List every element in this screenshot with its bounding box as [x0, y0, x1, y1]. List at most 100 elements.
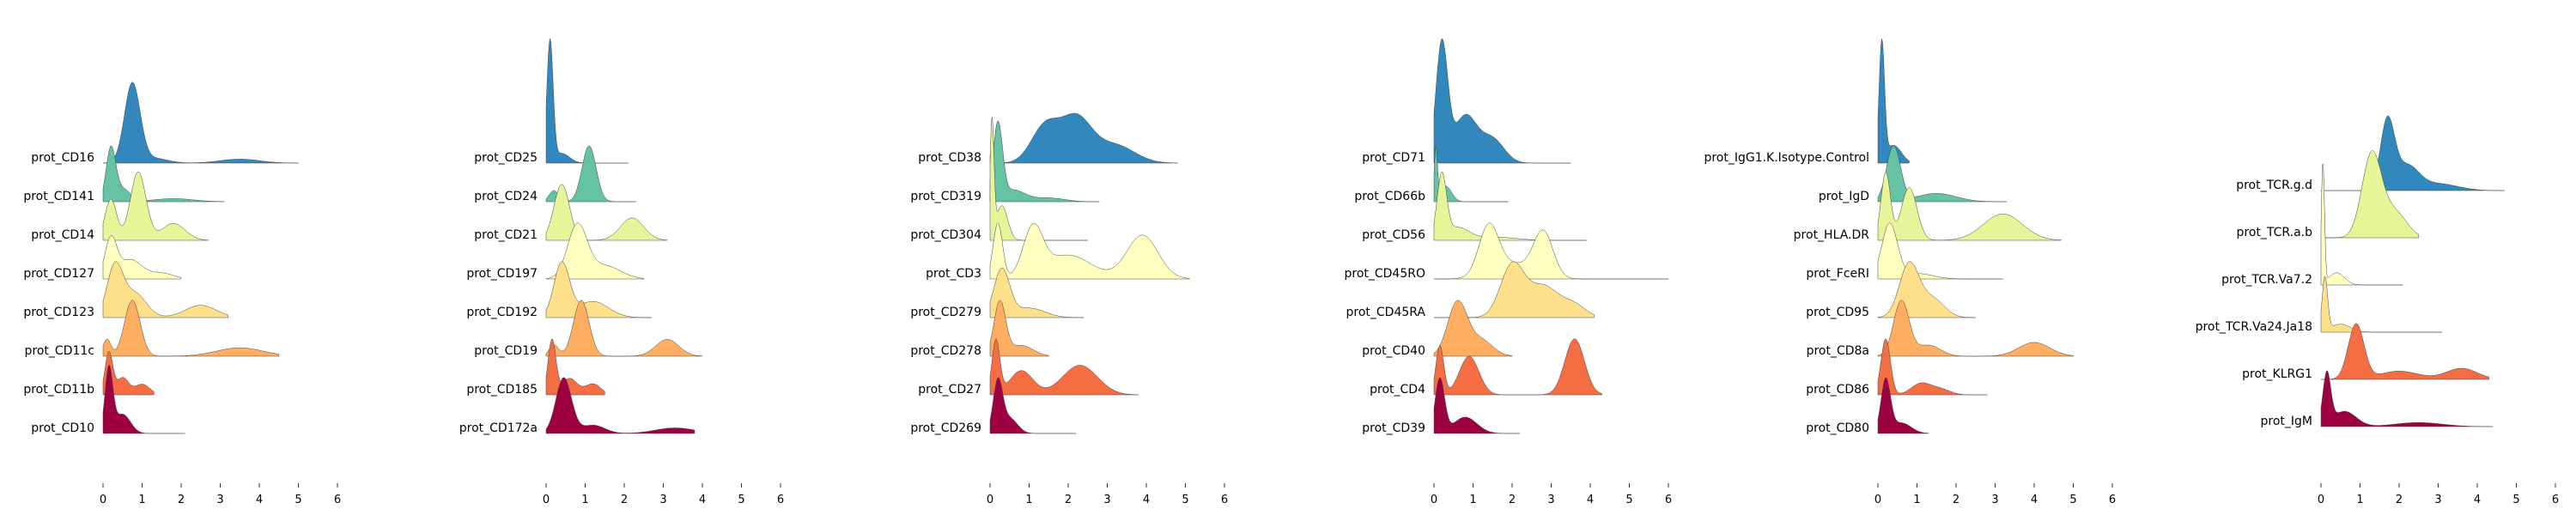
x-tick-label: 0 [1431, 494, 1437, 506]
ridge-prot-cd10 [102, 364, 185, 434]
x-tick-label: 1 [138, 494, 145, 506]
ridge-prot-tcr-a-b [2321, 150, 2420, 239]
ridge-prot-cd80 [1877, 377, 1929, 434]
ridge-label: prot_CD172a [459, 421, 538, 435]
x-tick-label: 3 [2434, 494, 2441, 506]
ridge-prot-cd19 [545, 300, 703, 357]
ridge-label: prot_CD278 [910, 344, 981, 358]
ridge-prot-igm [2320, 370, 2494, 427]
ridge-label: prot_CD11b [23, 383, 94, 397]
ridge-label: prot_CD3 [926, 267, 981, 281]
x-tick-label: 4 [699, 494, 706, 506]
x-tick-label: 1 [581, 494, 588, 506]
x-tick-label: 2 [1065, 494, 1072, 506]
x-tick-label: 2 [178, 494, 185, 506]
ridge-prot-igg1-k-isotype-control [1877, 38, 1910, 164]
x-tick-label: 5 [2512, 494, 2519, 506]
ridge-label: prot_TCR.g.d [2236, 179, 2312, 192]
x-tick-label: 6 [334, 494, 341, 506]
ridge-label: prot_CD45RA [1346, 306, 1426, 319]
ridgeline-panel-1: prot_CD16 prot_CD141 prot_CD14 prot_CD127pr… [23, 82, 341, 506]
ridge-label: prot_CD56 [1362, 228, 1425, 242]
x-tick-label: 0 [100, 494, 106, 506]
x-tick-label: 0 [987, 494, 993, 506]
ridge-prot-klrg1 [2321, 323, 2489, 380]
ridge-label: prot_CD19 [474, 344, 538, 358]
ridge-label: prot_CD24 [474, 190, 538, 203]
ridge-prot-cd14 [102, 172, 210, 241]
x-tick-label: 5 [1182, 494, 1188, 506]
ridge-label: prot_CD39 [1362, 421, 1425, 435]
ridge-prot-cd38 [989, 112, 1178, 164]
ridgeline-panel-6: prot_TCR.g.d prot_TCR.a.b prot_TCR.Va7.2pr… [2196, 115, 2559, 506]
x-tick-label: 6 [777, 494, 784, 506]
ridge-label: prot_CD123 [23, 306, 94, 319]
ridge-label: prot_CD4 [1370, 383, 1425, 397]
x-tick-label: 5 [295, 494, 301, 506]
ridge-prot-cd185 [545, 338, 605, 396]
ridge-label: prot_TCR.Va7.2 [2221, 273, 2312, 287]
x-tick-label: 1 [1913, 494, 1920, 506]
ridge-prot-cd56 [1433, 171, 1587, 241]
ridge-label: prot_FceRI [1806, 267, 1869, 281]
x-tick-label: 1 [1469, 494, 1476, 506]
ridge-label: prot_CD71 [1362, 151, 1425, 165]
ridge-prot-cd141 [102, 145, 225, 203]
ridge-prot-cd16 [102, 82, 299, 164]
ridge-label: prot_IgM [2261, 415, 2312, 428]
ridge-label: prot_CD25 [474, 151, 538, 165]
ridge-label: prot_IgG1.K.Isotype.Control [1704, 151, 1869, 165]
ridge-label: prot_IgD [1819, 190, 1869, 203]
x-tick-label: 2 [2396, 494, 2403, 506]
ridge-prot-cd11b [102, 350, 155, 396]
ridge-label: prot_CD14 [31, 228, 94, 242]
x-tick-label: 0 [1874, 494, 1881, 506]
ridge-label: prot_CD127 [23, 267, 94, 281]
x-tick-label: 0 [543, 494, 550, 506]
ridge-label: prot_CD197 [466, 267, 538, 281]
ridge-prot-cd127 [102, 235, 182, 280]
x-tick-label: 4 [1143, 494, 1150, 506]
ridge-prot-cd172a [545, 377, 696, 434]
ridge-label: prot_CD45RO [1344, 267, 1425, 281]
ridge-prot-tcr-va24-ja18 [2320, 276, 2443, 333]
ridgeline-panel-2: prot_CD25 prot_CD24 prot_CD21 prot_CD197pro… [459, 38, 784, 506]
ridge-label: prot_TCR.Va24.Ja18 [2196, 320, 2312, 334]
x-tick-label: 5 [2069, 494, 2076, 506]
x-tick-label: 3 [1103, 494, 1110, 506]
ridge-prot-cd21 [545, 184, 668, 241]
x-tick-label: 4 [1587, 494, 1594, 506]
ridge-prot-cd3 [989, 222, 1190, 280]
ridge-label: prot_CD304 [910, 228, 981, 242]
x-tick-label: 3 [1991, 494, 1998, 506]
ridge-prot-fceri [1877, 222, 2003, 280]
ridge-label: prot_CD66b [1354, 190, 1425, 203]
x-tick-label: 5 [1625, 494, 1632, 506]
ridgeline-panel-5: prot_IgG1.K.Isotype.Control prot_IgD prot_… [1704, 38, 2116, 506]
x-tick-label: 3 [659, 494, 666, 506]
ridge-label: prot_CD8a [1807, 344, 1869, 358]
ridgeline-panel-3: prot_CD38 prot_CD319 prot_CD304 prot_CD3pro… [910, 112, 1228, 506]
ridge-label: prot_CD21 [474, 228, 538, 242]
ridge-label: prot_CD38 [918, 151, 981, 165]
ridge-label: prot_CD11c [25, 344, 94, 358]
ridge-prot-cd27 [989, 338, 1139, 396]
ridge-prot-cd71 [1433, 38, 1571, 164]
ridge-prot-tcr-g-d [2321, 115, 2505, 191]
x-tick-label: 6 [1665, 494, 1672, 506]
ridge-prot-cd269 [989, 377, 1077, 434]
ridge-label: prot_CD80 [1806, 421, 1869, 435]
ridge-label: prot_CD40 [1362, 344, 1425, 358]
ridge-prot-tcr-va7-2 [2320, 163, 2403, 286]
x-tick-label: 2 [621, 494, 628, 506]
ridge-label: prot_KLRG1 [2242, 367, 2312, 381]
ridge-prot-cd45ro [1434, 222, 1668, 280]
ridge-prot-igd [1877, 145, 2008, 203]
ridge-label: prot_CD141 [23, 190, 94, 203]
x-tick-label: 4 [2031, 494, 2038, 506]
x-tick-label: 6 [2109, 494, 2116, 506]
ridge-label: prot_TCR.a.b [2237, 226, 2313, 239]
ridge-label: prot_HLA.DR [1794, 228, 1870, 242]
ridge-label: prot_CD279 [910, 306, 981, 319]
